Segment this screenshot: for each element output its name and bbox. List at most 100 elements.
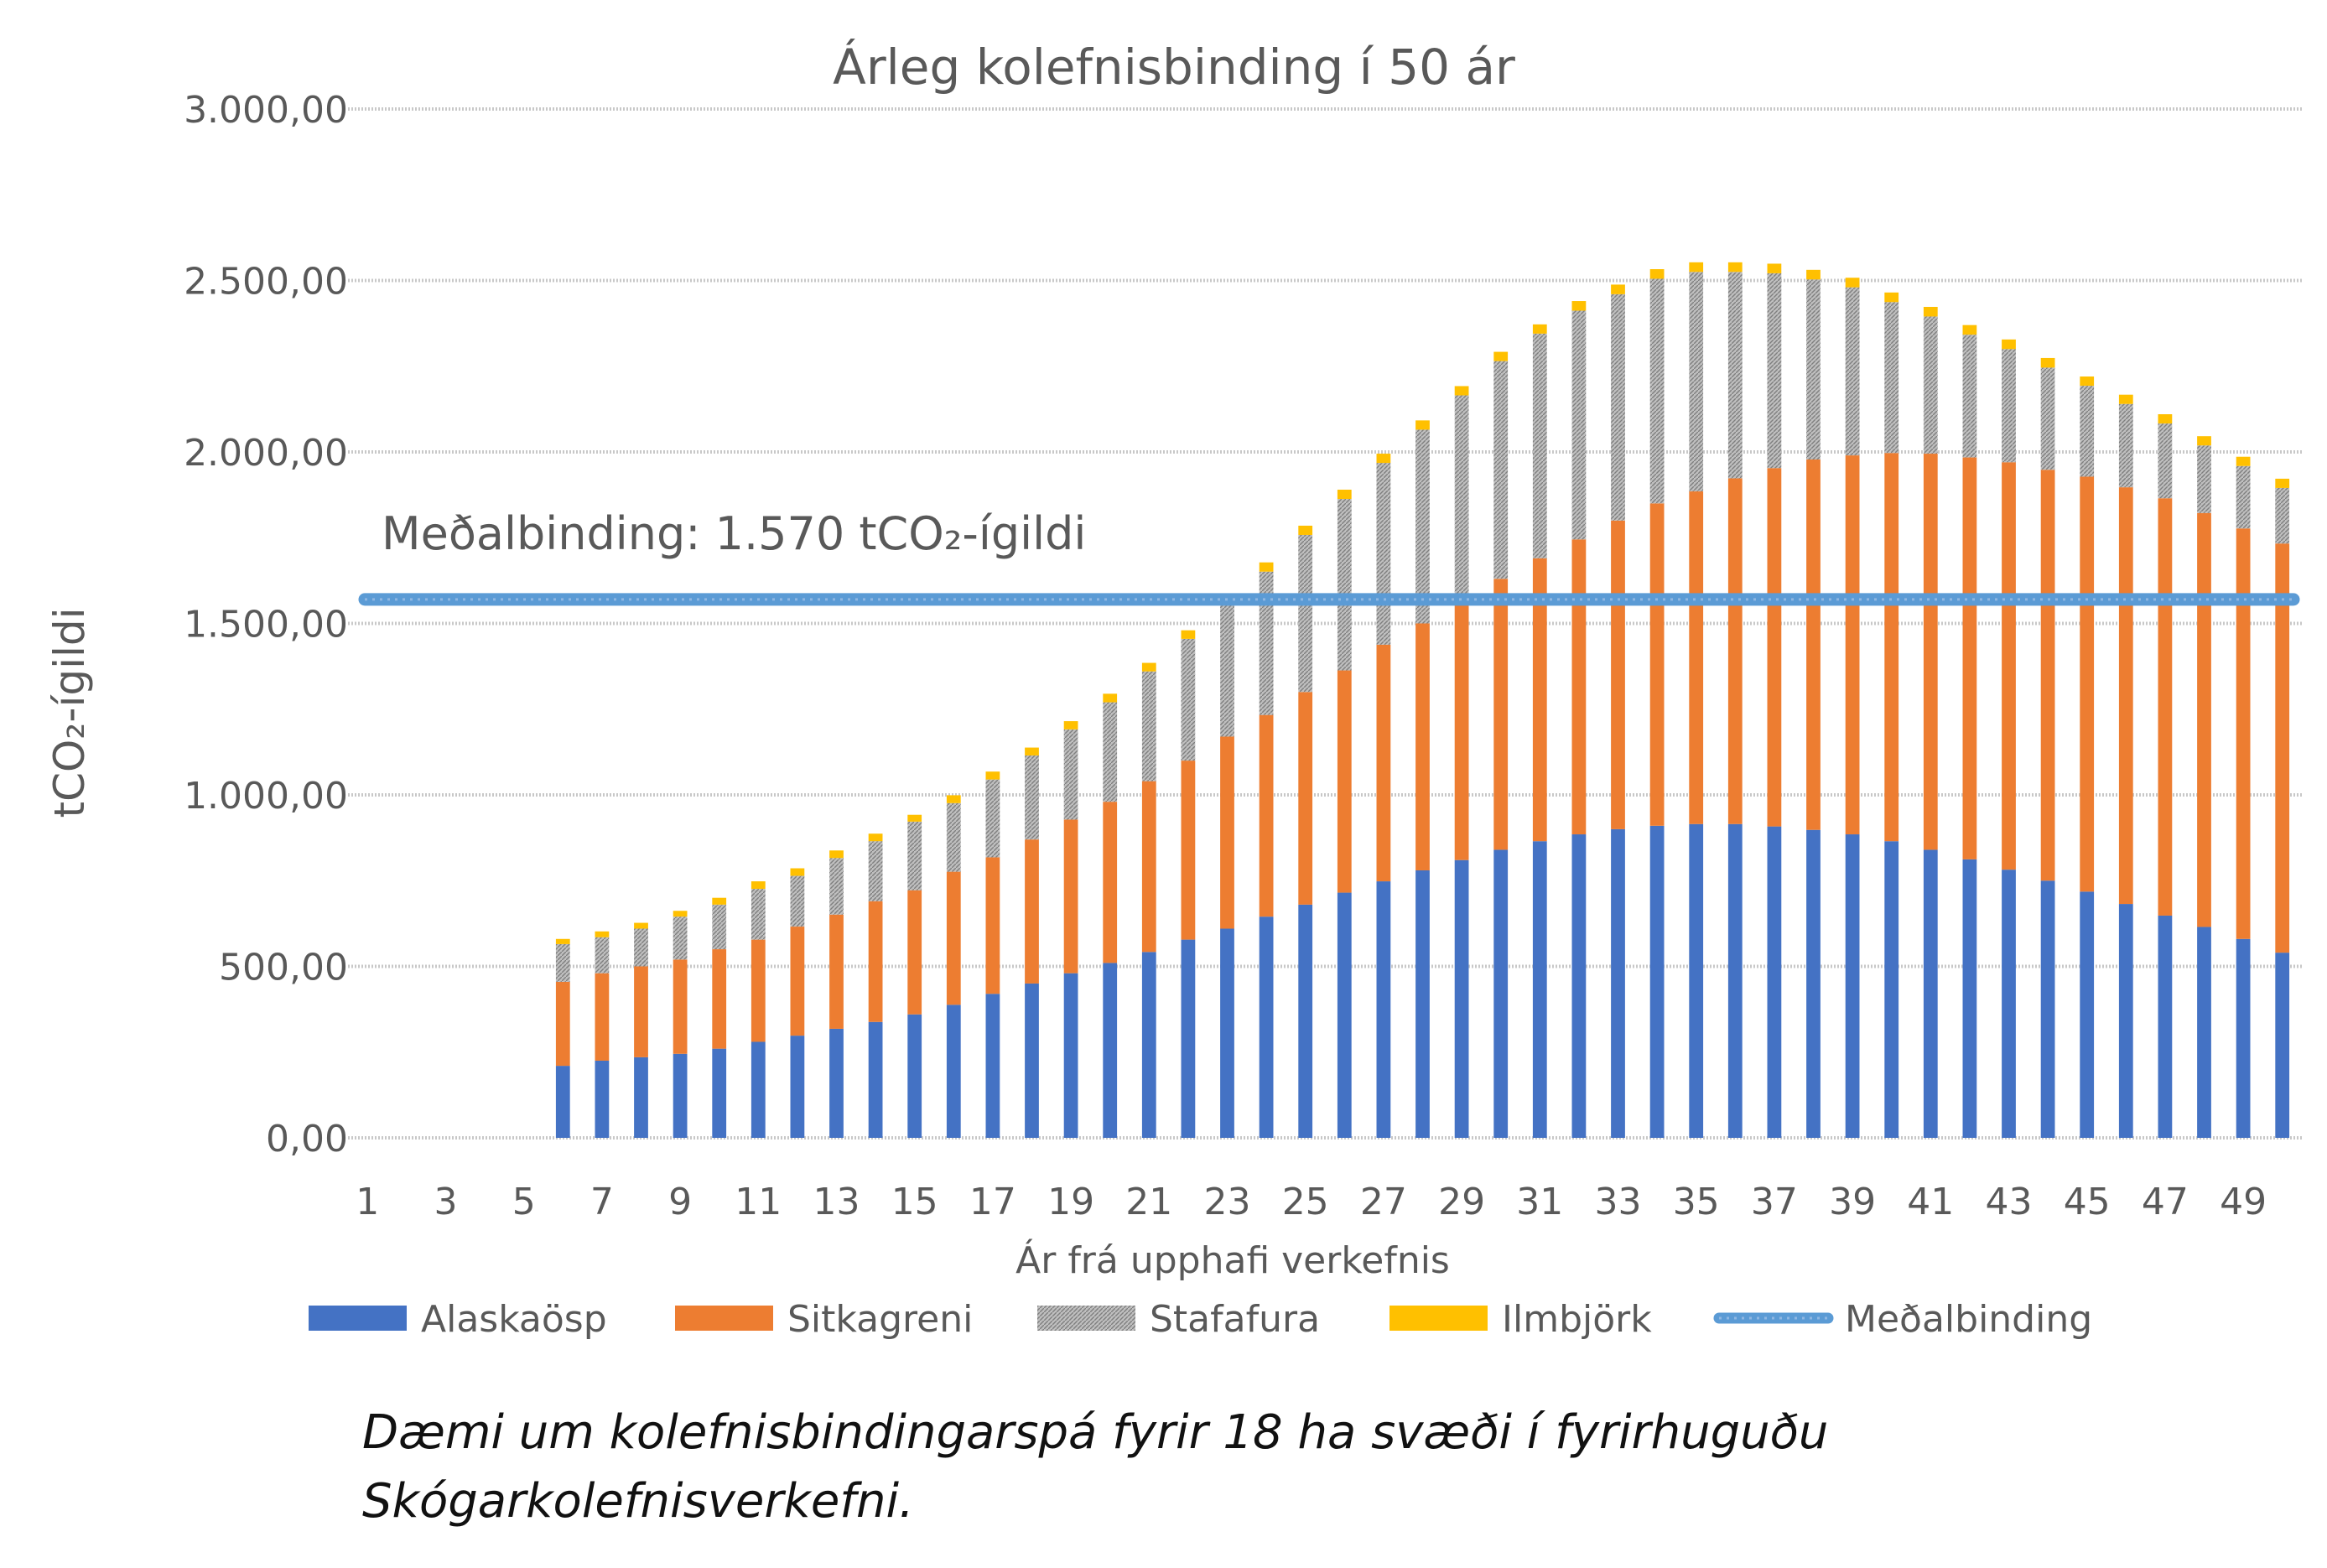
legend-label: Alaskaösp: [421, 1298, 607, 1341]
average-annotation: Meðalbinding: 1.570 tCO₂-ígildi: [382, 507, 1086, 560]
bar-segment: [1259, 714, 1274, 917]
bar-segment: [2002, 870, 2016, 1138]
legend-label: Ilmbjörk: [1502, 1298, 1652, 1341]
bar-segment: [2080, 376, 2095, 387]
x-tick-label: 7: [590, 1181, 614, 1223]
x-tick-label: 27: [1360, 1181, 1407, 1223]
caption-line-1: Dæmi um kolefnisbindingarspá fyrir 18 ha…: [362, 1405, 1829, 1460]
bars: [555, 262, 2290, 1138]
bar-segment: [1376, 463, 1391, 645]
bar-segment: [1103, 963, 1118, 1138]
bar-segment: [2158, 915, 2173, 1138]
x-tick-label: 39: [1829, 1181, 1876, 1223]
bar-segment: [907, 814, 922, 822]
bar-segment: [2275, 543, 2290, 953]
bar-segment: [1649, 825, 1665, 1138]
x-tick-label: 23: [1204, 1181, 1251, 1223]
bar-segment: [1611, 293, 1625, 521]
bar-segment: [868, 901, 883, 1022]
bar-segment: [595, 1060, 610, 1138]
bar-segment: [1923, 849, 1938, 1138]
bar-segment: [595, 931, 610, 937]
bar-segment: [1532, 333, 1547, 558]
bar-segment: [1845, 834, 1860, 1138]
legend-swatch: [675, 1306, 773, 1331]
y-tick-label: 0,00: [266, 1118, 348, 1160]
bar-segment: [2197, 436, 2211, 446]
bar-segment: [946, 802, 961, 872]
bar-segment: [1689, 491, 1704, 824]
bar-segment: [1806, 829, 1821, 1138]
bar-segment: [1962, 859, 1977, 1138]
bar-segment: [634, 928, 648, 967]
bar-segment: [1454, 386, 1469, 396]
bar-segment: [1493, 351, 1509, 361]
bar-segment: [2040, 367, 2055, 470]
bar-segment: [2197, 445, 2211, 513]
bar-segment: [751, 889, 766, 940]
bar-segment: [1845, 455, 1860, 835]
bar-segment: [985, 779, 1000, 858]
bar-segment: [1845, 278, 1860, 288]
bar-segment: [829, 914, 844, 1029]
bar-segment: [2002, 462, 2016, 870]
y-axis-label: tCO₂-ígildi: [45, 607, 94, 818]
x-tick-label: 33: [1595, 1181, 1642, 1223]
bar-segment: [2040, 357, 2055, 368]
bar-segment: [1767, 468, 1782, 827]
bar-segment: [2275, 487, 2290, 544]
bar-segment: [634, 966, 648, 1057]
bar-segment: [829, 1028, 844, 1138]
x-tick-label: 17: [969, 1181, 1016, 1223]
bar-segment: [1649, 278, 1665, 504]
bar-segment: [751, 1041, 766, 1138]
y-tick-label: 1.500,00: [184, 604, 348, 646]
bar-segment: [1141, 952, 1156, 1138]
bar-segment: [1259, 916, 1274, 1138]
bar-segment: [555, 938, 570, 944]
bar-segment: [1493, 361, 1509, 579]
bar-segment: [2236, 528, 2251, 939]
bar-segment: [673, 959, 688, 1054]
bar-segment: [1025, 839, 1039, 984]
bar-segment: [1923, 316, 1938, 454]
bar-segment: [595, 973, 610, 1061]
bar-segment: [555, 1066, 570, 1138]
x-tick-label: 13: [813, 1181, 860, 1223]
x-tick-label: 43: [1986, 1181, 2033, 1223]
bar-segment: [1571, 310, 1587, 540]
bar-segment: [1063, 729, 1078, 820]
bar-segment: [2118, 904, 2133, 1138]
legend: Alaskaösp Sitkagreni Stafafura Ilmbjörk Meða…: [309, 1298, 2092, 1341]
bar-segment: [2080, 476, 2095, 892]
bar-segment: [1532, 841, 1547, 1138]
bar-segment: [1689, 823, 1704, 1138]
bar-segment: [2040, 880, 2055, 1138]
bar-segment: [1649, 269, 1665, 279]
bar-segment: [1454, 859, 1469, 1138]
bar-segment: [2275, 478, 2290, 488]
bar-segment: [1845, 287, 1860, 456]
bar-segment: [1767, 273, 1782, 469]
bar-segment: [1103, 702, 1118, 802]
x-tick-label: 45: [2064, 1181, 2111, 1223]
bar-segment: [1493, 849, 1509, 1138]
x-axis-label: Ár frá upphafi verkefnis: [1015, 1238, 1450, 1282]
bar-segment: [2158, 414, 2173, 424]
chart-title: Árleg kolefnisbinding í 50 ár: [833, 38, 1515, 96]
bar-segment: [1962, 325, 1977, 335]
bar-segment: [1220, 736, 1234, 929]
y-tick-label: 500,00: [219, 947, 348, 989]
bar-segment: [1025, 983, 1039, 1138]
bar-segment: [1063, 819, 1078, 974]
bar-segment: [907, 821, 922, 890]
bar-segment: [1767, 263, 1782, 273]
bar-segment: [1376, 644, 1391, 882]
bar-segment: [1571, 301, 1587, 311]
y-axis-ticks: 0,00 500,00 1.000,00 1.500,00 2.000,00 2.500,…: [184, 89, 348, 1160]
y-tick-label: 1.000,00: [184, 775, 348, 818]
bar-segment: [2158, 423, 2173, 499]
legend-label: Stafafura: [1150, 1298, 1320, 1341]
bar-segment: [790, 868, 805, 876]
bar-segment: [985, 771, 1000, 780]
